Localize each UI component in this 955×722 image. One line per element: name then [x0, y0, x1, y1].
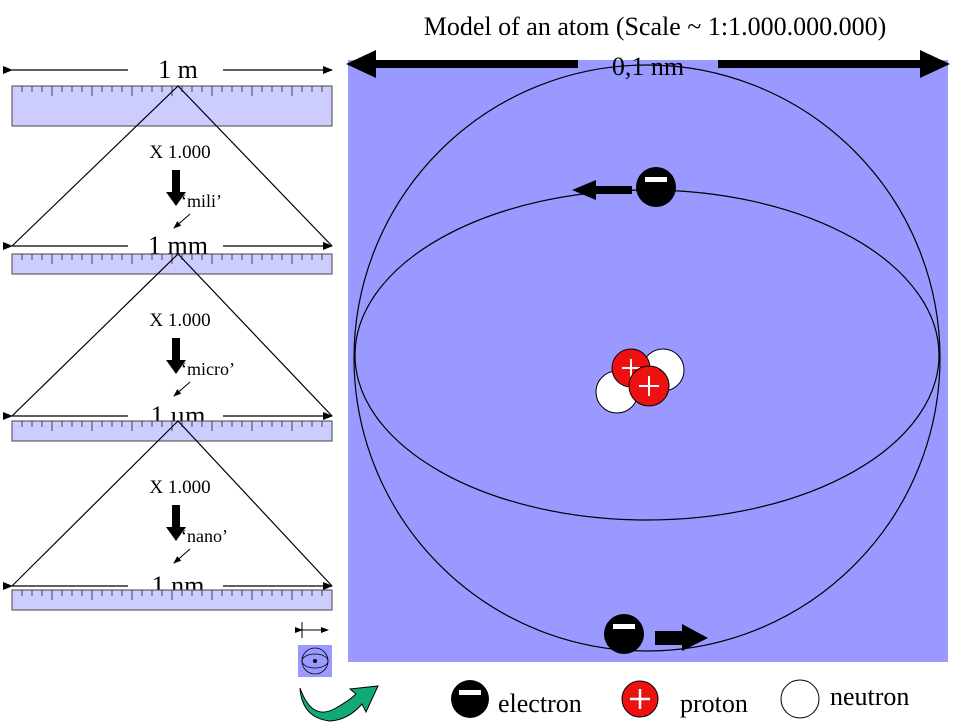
legend: electron proton neutron: [451, 679, 909, 719]
scale-level: 1 mm: [3, 231, 333, 275]
legend-proton-icon: [621, 680, 659, 718]
zoom-step: X 1.000 ‘mili’: [11, 85, 333, 247]
zoom-triangle: [11, 253, 333, 417]
prefix-pointer: [173, 381, 191, 397]
electron-direction-arrow-top: [572, 180, 632, 200]
ruler: [11, 85, 333, 127]
zoom-factor-label: X 1.000: [149, 477, 210, 498]
zoom-step: X 1.000 ‘micro’: [11, 253, 333, 417]
zoom-factor-label: X 1.000: [149, 310, 210, 331]
electron-bottom: [604, 614, 708, 654]
legend-neutron-label: neutron: [830, 682, 909, 711]
zoom-factor-label: X 1.000: [149, 142, 210, 163]
nucleus: [595, 348, 685, 414]
scale-level-label: 1 m: [158, 55, 198, 84]
zoom-down-arrow: [166, 170, 186, 206]
ruler: [11, 253, 333, 275]
scale-level: 1 m: [3, 55, 333, 127]
zoom-down-arrow: [166, 338, 186, 374]
zoom-triangle: [11, 420, 333, 587]
orbit-sphere: [353, 64, 941, 652]
prefix-pointer: [173, 213, 191, 229]
legend-electron-label: electron: [498, 689, 582, 718]
electron-direction-arrow-bottom: [655, 624, 708, 651]
prefix-label: ‘nano’: [181, 526, 228, 546]
legend-neutron-icon: [780, 679, 820, 719]
zoom-down-arrow: [166, 505, 186, 541]
prefix-label: ‘mili’: [181, 191, 222, 211]
zoom-step: X 1.000 ‘nano’: [11, 420, 333, 587]
rotate-arrow-icon: [299, 685, 379, 722]
legend-proton-label: proton: [680, 689, 748, 718]
prefix-pointer: [173, 548, 191, 564]
proton: [628, 365, 670, 407]
ruler: [11, 420, 333, 442]
zoom-triangle: [11, 85, 333, 247]
scale-level: 1 nm: [3, 571, 333, 611]
atom-thumbnail: [295, 622, 332, 677]
electron-top: [572, 167, 676, 207]
atom-size-arrow: [346, 50, 950, 78]
diagram-title: Model of an atom (Scale ~ 1:1.000.000.00…: [424, 12, 886, 41]
scale-ladder: 1 m 1 mm 1 µm 1 nm X 1.000 ‘mili’ X 1.000 ‘micr…: [3, 55, 333, 611]
ruler: [11, 589, 333, 611]
legend-electron-icon: [451, 680, 489, 718]
scale-level: 1 µm: [3, 401, 333, 442]
prefix-label: ‘micro’: [181, 359, 235, 379]
